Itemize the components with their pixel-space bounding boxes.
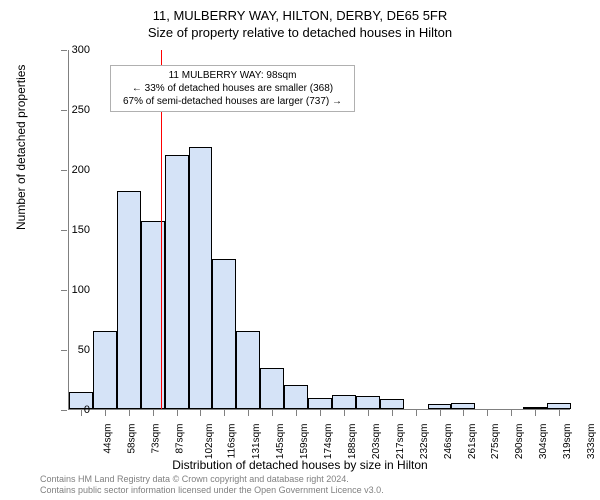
- x-tick-label: 333sqm: [586, 424, 597, 460]
- footer-line2: Contains public sector information licen…: [40, 485, 384, 496]
- y-axis-title: Number of detached properties: [14, 65, 28, 230]
- x-tick-label: 290sqm: [514, 424, 525, 460]
- histogram-bar: [547, 403, 571, 409]
- histogram-bar: [356, 396, 380, 409]
- x-tick-label: 145sqm: [275, 424, 286, 460]
- histogram-bar: [189, 147, 213, 409]
- x-tick: [177, 410, 178, 416]
- x-tick-label: 188sqm: [347, 424, 358, 460]
- footer-line1: Contains HM Land Registry data © Crown c…: [40, 474, 384, 485]
- x-tick-label: 116sqm: [227, 424, 238, 459]
- x-tick-label: 58sqm: [126, 424, 137, 454]
- annotation-line: ← 33% of detached houses are smaller (36…: [116, 82, 349, 95]
- histogram-bar: [523, 407, 547, 409]
- y-tick-label: 300: [50, 44, 90, 56]
- histogram-bar: [308, 398, 332, 409]
- annotation-line: 11 MULBERRY WAY: 98sqm: [116, 69, 349, 82]
- x-axis-title: Distribution of detached houses by size …: [0, 458, 600, 472]
- x-tick-label: 275sqm: [491, 424, 502, 460]
- y-tick-label: 150: [50, 224, 90, 236]
- x-tick: [511, 410, 512, 416]
- x-tick-label: 73sqm: [150, 424, 161, 454]
- y-tick-label: 50: [50, 344, 90, 356]
- histogram-bar: [428, 404, 452, 409]
- x-tick-label: 131sqm: [251, 424, 262, 460]
- y-tick-label: 0: [50, 404, 90, 416]
- x-tick-label: 304sqm: [538, 424, 549, 460]
- x-tick-label: 261sqm: [467, 424, 478, 460]
- histogram-bar: [380, 399, 404, 409]
- x-tick: [153, 410, 154, 416]
- x-tick: [392, 410, 393, 416]
- x-tick: [440, 410, 441, 416]
- x-tick-label: 246sqm: [443, 424, 454, 460]
- x-tick: [368, 410, 369, 416]
- x-tick: [487, 410, 488, 416]
- chart-title-main: 11, MULBERRY WAY, HILTON, DERBY, DE65 5F…: [0, 0, 600, 23]
- x-tick: [129, 410, 130, 416]
- histogram-bar: [451, 403, 475, 409]
- x-tick: [200, 410, 201, 416]
- histogram-bar: [284, 385, 308, 409]
- x-tick-label: 217sqm: [395, 424, 406, 460]
- y-tick-label: 250: [50, 104, 90, 116]
- x-tick: [344, 410, 345, 416]
- annotation-line: 67% of semi-detached houses are larger (…: [116, 95, 349, 108]
- x-tick-label: 87sqm: [174, 424, 185, 454]
- annotation-box: 11 MULBERRY WAY: 98sqm← 33% of detached …: [110, 65, 355, 112]
- histogram-bar: [93, 331, 117, 409]
- x-tick: [105, 410, 106, 416]
- x-tick: [224, 410, 225, 416]
- histogram-bar: [332, 395, 356, 409]
- histogram-bar: [165, 155, 189, 409]
- x-tick: [248, 410, 249, 416]
- histogram-bar: [117, 191, 141, 409]
- x-tick-label: 102sqm: [204, 424, 215, 460]
- x-tick-label: 159sqm: [299, 424, 310, 460]
- x-tick: [559, 410, 560, 416]
- x-tick: [463, 410, 464, 416]
- x-tick-label: 319sqm: [562, 424, 573, 460]
- x-tick: [296, 410, 297, 416]
- x-tick-label: 174sqm: [323, 424, 334, 460]
- y-tick-label: 200: [50, 164, 90, 176]
- x-tick-label: 203sqm: [371, 424, 382, 460]
- footer-attribution: Contains HM Land Registry data © Crown c…: [40, 474, 384, 496]
- chart-title-sub: Size of property relative to detached ho…: [0, 23, 600, 40]
- histogram-bar: [236, 331, 260, 409]
- x-tick: [416, 410, 417, 416]
- x-tick: [320, 410, 321, 416]
- histogram-bar: [212, 259, 236, 409]
- x-tick: [272, 410, 273, 416]
- x-tick: [535, 410, 536, 416]
- x-tick-label: 232sqm: [419, 424, 430, 460]
- chart-container: 44sqm58sqm73sqm87sqm102sqm116sqm131sqm14…: [68, 50, 570, 410]
- y-tick-label: 100: [50, 284, 90, 296]
- x-tick-label: 44sqm: [102, 424, 113, 454]
- histogram-bar: [260, 368, 284, 409]
